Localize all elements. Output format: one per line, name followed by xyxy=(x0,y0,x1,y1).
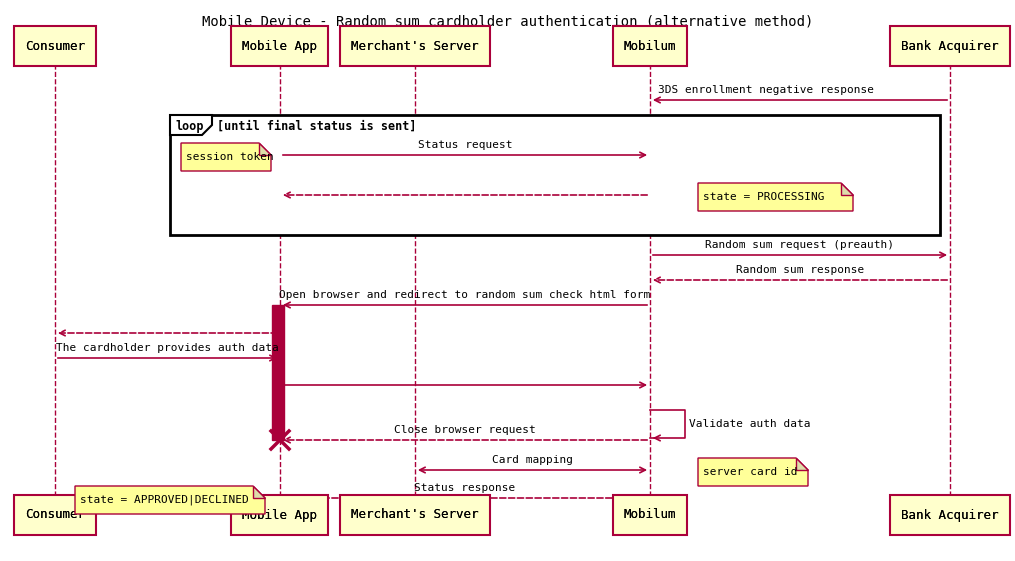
Text: Bank Acquirer: Bank Acquirer xyxy=(901,508,999,522)
Text: Merchant's Server: Merchant's Server xyxy=(351,508,479,522)
Text: Close browser request: Close browser request xyxy=(394,425,536,435)
Text: Mobile App: Mobile App xyxy=(243,39,318,53)
Polygon shape xyxy=(259,143,271,155)
Text: Mobile Device - Random sum cardholder authentication (alternative method): Mobile Device - Random sum cardholder au… xyxy=(202,14,813,28)
Polygon shape xyxy=(253,486,265,498)
Text: loop: loop xyxy=(175,119,203,132)
Polygon shape xyxy=(841,183,853,195)
Text: Status response: Status response xyxy=(414,483,516,493)
Text: Consumer: Consumer xyxy=(25,39,85,53)
Text: Random sum response: Random sum response xyxy=(736,265,864,275)
Polygon shape xyxy=(698,183,853,211)
Text: Status request: Status request xyxy=(418,140,513,150)
FancyBboxPatch shape xyxy=(231,495,329,535)
Text: Bank Acquirer: Bank Acquirer xyxy=(901,39,999,53)
Text: Merchant's Server: Merchant's Server xyxy=(351,508,479,522)
Text: Merchant's Server: Merchant's Server xyxy=(351,39,479,53)
Text: Mobile App: Mobile App xyxy=(243,508,318,522)
FancyBboxPatch shape xyxy=(890,26,1010,66)
FancyBboxPatch shape xyxy=(613,26,687,66)
Text: Mobilum: Mobilum xyxy=(624,39,676,53)
Text: Consumer: Consumer xyxy=(25,508,85,522)
Text: Bank Acquirer: Bank Acquirer xyxy=(901,508,999,522)
Text: Mobile App: Mobile App xyxy=(243,39,318,53)
FancyBboxPatch shape xyxy=(340,26,490,66)
Text: Bank Acquirer: Bank Acquirer xyxy=(901,39,999,53)
Text: 3DS enrollment negative response: 3DS enrollment negative response xyxy=(658,85,874,95)
Text: state = APPROVED|DECLINED: state = APPROVED|DECLINED xyxy=(80,495,249,505)
FancyBboxPatch shape xyxy=(613,495,687,535)
FancyBboxPatch shape xyxy=(340,495,490,535)
Text: [until final status is sent]: [until final status is sent] xyxy=(217,119,416,132)
Bar xyxy=(272,305,284,440)
Text: Validate auth data: Validate auth data xyxy=(689,419,811,429)
Text: Open browser and redirect to random sum check html form: Open browser and redirect to random sum … xyxy=(279,290,651,300)
Text: Mobilum: Mobilum xyxy=(624,508,676,522)
Polygon shape xyxy=(698,458,808,486)
Text: session token: session token xyxy=(186,152,274,162)
Text: Card mapping: Card mapping xyxy=(492,455,573,465)
Text: Consumer: Consumer xyxy=(25,508,85,522)
Text: server card id: server card id xyxy=(703,467,798,477)
Polygon shape xyxy=(181,143,271,171)
Text: Mobile App: Mobile App xyxy=(243,508,318,522)
FancyBboxPatch shape xyxy=(231,26,329,66)
FancyBboxPatch shape xyxy=(14,26,96,66)
Text: Merchant's Server: Merchant's Server xyxy=(351,39,479,53)
Text: Mobilum: Mobilum xyxy=(624,39,676,53)
Text: Random sum request (preauth): Random sum request (preauth) xyxy=(705,240,894,250)
Text: Mobilum: Mobilum xyxy=(624,508,676,522)
Text: The cardholder provides auth data: The cardholder provides auth data xyxy=(56,343,279,353)
Polygon shape xyxy=(75,486,265,514)
FancyBboxPatch shape xyxy=(14,495,96,535)
Bar xyxy=(170,115,940,235)
Polygon shape xyxy=(796,458,808,470)
Text: Consumer: Consumer xyxy=(25,39,85,53)
FancyBboxPatch shape xyxy=(890,495,1010,535)
Text: state = PROCESSING: state = PROCESSING xyxy=(703,192,824,202)
Polygon shape xyxy=(170,115,212,135)
